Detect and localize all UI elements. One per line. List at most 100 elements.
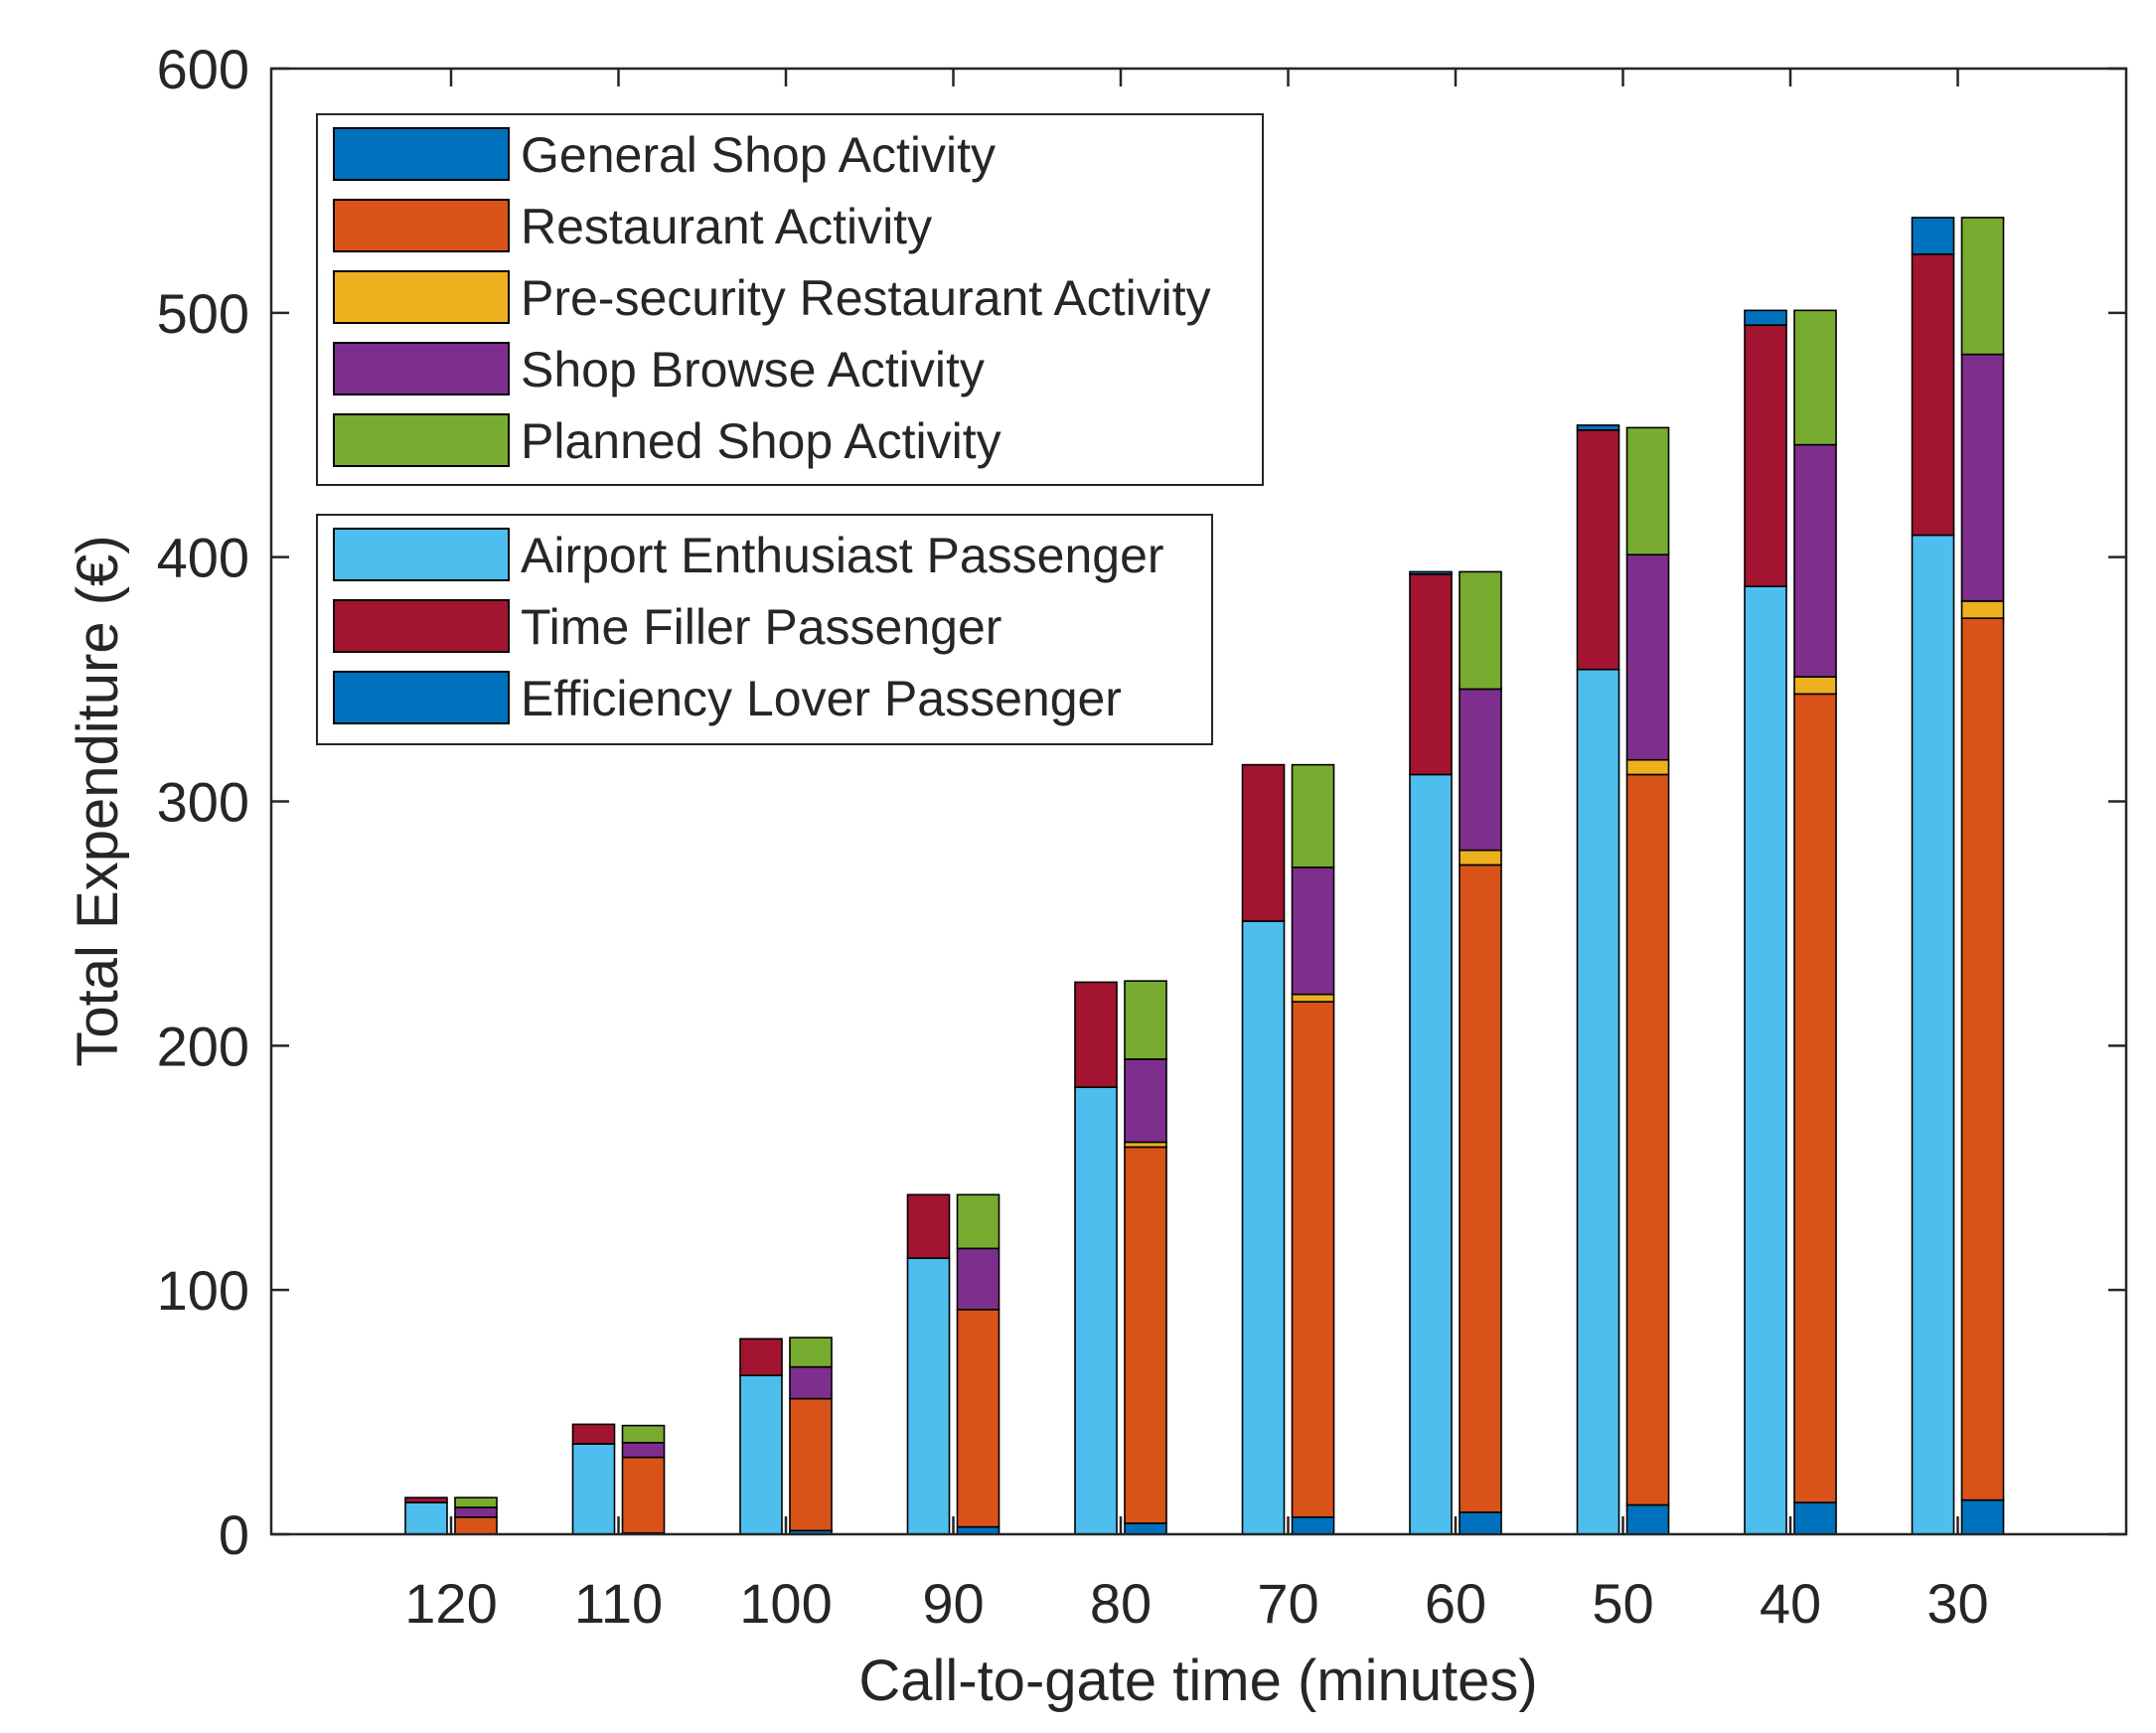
- bar-segment-70-activity-restaurant-activity: [1291, 1001, 1335, 1518]
- bar-segment-50-activity-pre-security-restaurant-activity: [1625, 758, 1670, 776]
- bar-segment-100-passenger-airport-enthusiast-passenger: [739, 1374, 783, 1535]
- y-tick-label-200: 200: [157, 1015, 249, 1077]
- bar-segment-40-passenger-airport-enthusiast-passenger: [1744, 585, 1787, 1535]
- legend-label-shop-browse-activity: Shop Browse Activity: [521, 342, 985, 397]
- y-tick-label-0: 0: [219, 1503, 249, 1566]
- x-tick-label-40: 40: [1760, 1572, 1821, 1635]
- bar-segment-120-activity-restaurant-activity: [454, 1515, 498, 1535]
- legend-label-planned-shop-activity: Planned Shop Activity: [521, 413, 1001, 469]
- x-tick-label-100: 100: [739, 1572, 832, 1635]
- bar-segment-60-activity-planned-shop-activity: [1459, 570, 1502, 691]
- x-tick-label-70: 70: [1257, 1572, 1318, 1635]
- legend-label-efficiency-lover-passenger: Efficiency Lover Passenger: [521, 671, 1122, 726]
- bar-segment-90-passenger-time-filler-passenger: [906, 1193, 951, 1260]
- y-tick-label-400: 400: [157, 527, 249, 589]
- bar-segment-30-passenger-general-shop-activity: [1911, 217, 1955, 255]
- legend-swatch-time-filler-passenger: [333, 599, 510, 653]
- bar-segment-40-activity-shop-browse-activity: [1793, 443, 1837, 678]
- x-tick-label-110: 110: [574, 1572, 663, 1635]
- y-tick-label-500: 500: [157, 282, 249, 345]
- legend-swatch-planned-shop-activity: [333, 413, 510, 467]
- bar-segment-120-passenger-time-filler-passenger: [404, 1497, 448, 1503]
- activity-legend: General Shop Activity Restaurant Activity…: [316, 113, 1264, 486]
- bar-segment-80-activity-efficiency-lover-passenger: [1124, 1522, 1167, 1535]
- bar-segment-80-activity-planned-shop-activity: [1124, 980, 1167, 1060]
- x-tick-label-50: 50: [1592, 1572, 1653, 1635]
- bar-segment-90-activity-planned-shop-activity: [956, 1193, 1001, 1250]
- bar-segment-40-activity-pre-security-restaurant-activity: [1793, 676, 1837, 696]
- legend-label-restaurant-activity: Restaurant Activity: [521, 199, 932, 254]
- bar-segment-40-activity-planned-shop-activity: [1793, 309, 1837, 446]
- bar-segment-50-activity-planned-shop-activity: [1625, 426, 1670, 556]
- bar-segment-50-activity-restaurant-activity: [1625, 773, 1670, 1506]
- bar-segment-30-activity-restaurant-activity: [1960, 617, 2005, 1501]
- bar-segment-30-activity-efficiency-lover-passenger: [1960, 1498, 2005, 1535]
- bar-segment-60-activity-shop-browse-activity: [1459, 688, 1502, 852]
- bar-segment-70-activity-shop-browse-activity: [1291, 866, 1335, 996]
- bar-segment-100-activity-restaurant-activity: [789, 1397, 833, 1532]
- bar-segment-120-activity-planned-shop-activity: [454, 1497, 498, 1508]
- bar-segment-40-passenger-general-shop-activity: [1744, 309, 1787, 326]
- x-tick-label-60: 60: [1425, 1572, 1486, 1635]
- bar-segment-40-activity-restaurant-activity: [1793, 693, 1837, 1503]
- bar-segment-70-passenger-airport-enthusiast-passenger: [1241, 920, 1286, 1535]
- bar-segment-110-passenger-time-filler-passenger: [571, 1423, 616, 1445]
- bar-segment-60-passenger-time-filler-passenger: [1409, 573, 1453, 776]
- bar-segment-40-activity-efficiency-lover-passenger: [1793, 1501, 1837, 1535]
- bar-segment-60-passenger-general-shop-activity: [1409, 570, 1453, 575]
- y-tick-label-100: 100: [157, 1259, 249, 1322]
- bar-segment-50-passenger-time-filler-passenger: [1576, 429, 1620, 671]
- bar-segment-110-activity-restaurant-activity: [621, 1456, 666, 1534]
- bar-segment-100-passenger-time-filler-passenger: [739, 1338, 783, 1377]
- x-axis-label: Call-to-gate time (minutes): [858, 1649, 1537, 1713]
- bar-segment-110-activity-shop-browse-activity: [621, 1442, 666, 1459]
- bar-segment-30-activity-planned-shop-activity: [1960, 217, 2005, 356]
- y-axis-label: Total Expenditure (€): [66, 535, 130, 1066]
- legend-swatch-shop-browse-activity: [333, 342, 510, 395]
- bar-segment-100-activity-planned-shop-activity: [789, 1337, 833, 1368]
- legend-label-pre-security-restaurant-activity: Pre-security Restaurant Activity: [521, 270, 1211, 326]
- bar-segment-60-activity-restaurant-activity: [1459, 864, 1502, 1513]
- bar-segment-60-activity-efficiency-lover-passenger: [1459, 1511, 1502, 1535]
- legend-swatch-general-shop-activity: [333, 127, 510, 181]
- bar-segment-70-activity-efficiency-lover-passenger: [1291, 1515, 1335, 1535]
- bar-segment-120-passenger-airport-enthusiast-passenger: [404, 1501, 448, 1535]
- legend-label-time-filler-passenger: Time Filler Passenger: [521, 599, 1001, 655]
- bar-segment-70-activity-planned-shop-activity: [1291, 763, 1335, 868]
- x-tick-label-30: 30: [1926, 1572, 1988, 1635]
- y-axis: 0 100 200 300 400 500 600: [157, 38, 2126, 1566]
- bar-segment-80-activity-restaurant-activity: [1124, 1146, 1167, 1524]
- legend-swatch-restaurant-activity: [333, 199, 510, 252]
- bar-segment-90-passenger-airport-enthusiast-passenger: [906, 1257, 951, 1535]
- bar-segment-90-activity-restaurant-activity: [956, 1309, 1001, 1528]
- bar-segment-30-activity-shop-browse-activity: [1960, 353, 2005, 602]
- bar-segment-50-passenger-airport-enthusiast-passenger: [1576, 668, 1620, 1535]
- bar-segment-30-passenger-time-filler-passenger: [1911, 253, 1955, 537]
- bar-segment-80-passenger-time-filler-passenger: [1074, 981, 1118, 1088]
- x-tick-label-80: 80: [1090, 1572, 1152, 1635]
- x-tick-label-120: 120: [404, 1572, 497, 1635]
- bar-segment-50-activity-efficiency-lover-passenger: [1625, 1503, 1670, 1535]
- bar-segment-110-activity-planned-shop-activity: [621, 1424, 666, 1444]
- bar-segment-70-activity-pre-security-restaurant-activity: [1291, 993, 1335, 1003]
- bar-segment-70-passenger-time-filler-passenger: [1241, 763, 1286, 922]
- bar-segment-60-passenger-airport-enthusiast-passenger: [1409, 773, 1453, 1535]
- bar-segment-80-activity-shop-browse-activity: [1124, 1058, 1167, 1144]
- legend-label-airport-enthusiast-passenger: Airport Enthusiast Passenger: [521, 528, 1164, 583]
- bar-segment-40-passenger-time-filler-passenger: [1744, 324, 1787, 587]
- passenger-legend: Airport Enthusiast Passenger Time Filler …: [316, 514, 1213, 745]
- y-tick-label-300: 300: [157, 771, 249, 834]
- bar-segment-90-activity-shop-browse-activity: [956, 1247, 1001, 1311]
- bar-segment-50-passenger-general-shop-activity: [1576, 424, 1620, 431]
- legend-swatch-airport-enthusiast-passenger: [333, 528, 510, 581]
- legend-swatch-efficiency-lover-passenger: [333, 671, 510, 724]
- bar-segment-30-activity-pre-security-restaurant-activity: [1960, 600, 2005, 619]
- bar-segment-30-passenger-airport-enthusiast-passenger: [1911, 534, 1955, 1535]
- x-tick-label-90: 90: [922, 1572, 984, 1635]
- y-tick-label-600: 600: [157, 38, 249, 100]
- bar-segment-100-activity-shop-browse-activity: [789, 1365, 833, 1400]
- legend-swatch-pre-security-restaurant-activity: [333, 270, 510, 324]
- bar-segment-110-passenger-airport-enthusiast-passenger: [571, 1443, 616, 1535]
- bars-layer: [404, 217, 2005, 1535]
